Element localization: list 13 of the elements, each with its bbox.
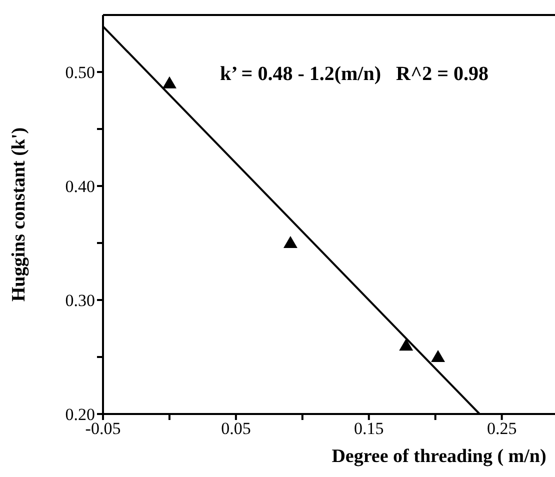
x-axis-title: Degree of threading ( m/n): [332, 446, 546, 467]
y-tick-label: 0.30: [65, 291, 95, 310]
point: [431, 350, 446, 362]
y-tick-label: 0.40: [65, 177, 95, 196]
point: [162, 76, 176, 88]
y-axis-title: Huggins constant (k'): [8, 127, 30, 302]
x-tick-label: 0.25: [486, 419, 517, 438]
x-tick-label: 0.05: [221, 419, 251, 438]
point: [283, 236, 298, 248]
y-tick-label: 0.50: [65, 63, 95, 82]
x-tick-label: 0.15: [354, 419, 384, 438]
point: [399, 338, 414, 351]
annotation: k’ = 0.48 - 1.2(m/n) R^2 = 0.98: [220, 63, 488, 86]
